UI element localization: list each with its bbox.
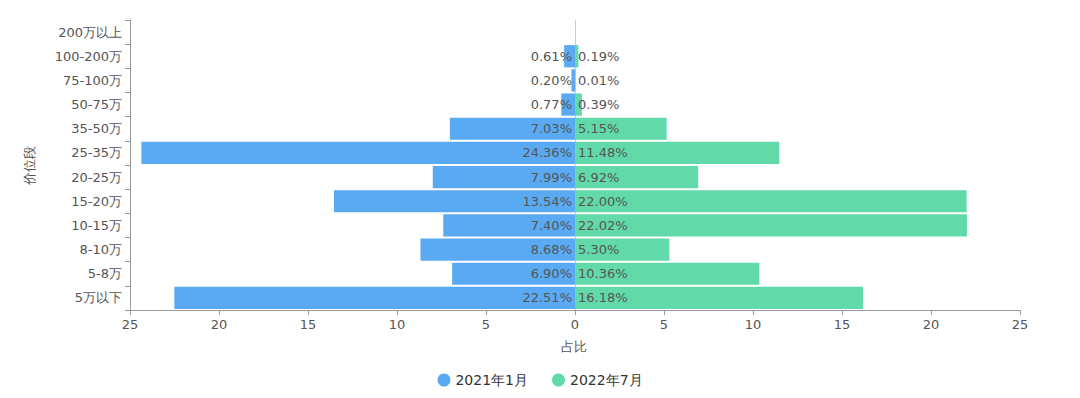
svg-text:100-200万: 100-200万 xyxy=(55,49,122,64)
svg-text:0: 0 xyxy=(571,317,579,332)
svg-text:50-75万: 50-75万 xyxy=(71,97,122,112)
svg-text:15: 15 xyxy=(834,317,851,332)
svg-text:8-10万: 8-10万 xyxy=(79,242,122,257)
svg-text:10.36%: 10.36% xyxy=(578,266,628,281)
svg-text:6.92%: 6.92% xyxy=(578,170,619,185)
svg-text:0.39%: 0.39% xyxy=(578,97,619,112)
svg-text:22.02%: 22.02% xyxy=(578,218,628,233)
svg-text:7.99%: 7.99% xyxy=(531,170,572,185)
svg-text:5.15%: 5.15% xyxy=(578,121,619,136)
svg-text:5: 5 xyxy=(660,317,668,332)
svg-text:2022年7月: 2022年7月 xyxy=(570,372,643,388)
svg-text:200万以上: 200万以上 xyxy=(58,25,122,40)
svg-text:24.36%: 24.36% xyxy=(522,145,572,160)
svg-text:2021年1月: 2021年1月 xyxy=(455,372,528,388)
svg-text:10: 10 xyxy=(745,317,762,332)
svg-text:75-100万: 75-100万 xyxy=(63,73,122,88)
svg-text:10: 10 xyxy=(389,317,406,332)
svg-text:5: 5 xyxy=(482,317,490,332)
svg-text:0.01%: 0.01% xyxy=(578,73,619,88)
svg-text:7.03%: 7.03% xyxy=(531,121,572,136)
svg-text:占比: 占比 xyxy=(561,339,587,354)
svg-text:8.68%: 8.68% xyxy=(531,242,572,257)
svg-text:20-25万: 20-25万 xyxy=(71,170,122,185)
svg-text:0.20%: 0.20% xyxy=(531,73,572,88)
svg-text:13.54%: 13.54% xyxy=(522,194,572,209)
svg-text:5-8万: 5-8万 xyxy=(88,266,122,281)
svg-text:11.48%: 11.48% xyxy=(578,145,628,160)
svg-text:6.90%: 6.90% xyxy=(531,266,572,281)
svg-text:0.19%: 0.19% xyxy=(578,49,619,64)
svg-text:20: 20 xyxy=(211,317,228,332)
svg-text:15: 15 xyxy=(300,317,317,332)
svg-text:20: 20 xyxy=(923,317,940,332)
svg-text:0.61%: 0.61% xyxy=(531,49,572,64)
svg-text:7.40%: 7.40% xyxy=(531,218,572,233)
svg-text:25: 25 xyxy=(122,317,139,332)
svg-text:15-20万: 15-20万 xyxy=(71,194,122,209)
svg-text:22.00%: 22.00% xyxy=(578,194,628,209)
svg-text:5.30%: 5.30% xyxy=(578,242,619,257)
svg-text:10-15万: 10-15万 xyxy=(71,218,122,233)
svg-text:0.77%: 0.77% xyxy=(531,97,572,112)
svg-text:25: 25 xyxy=(1012,317,1029,332)
svg-text:5万以下: 5万以下 xyxy=(75,290,122,305)
svg-text:16.18%: 16.18% xyxy=(578,290,628,305)
svg-text:价位段: 价位段 xyxy=(22,146,37,186)
svg-text:25-35万: 25-35万 xyxy=(71,145,122,160)
svg-text:22.51%: 22.51% xyxy=(522,290,572,305)
svg-text:35-50万: 35-50万 xyxy=(71,121,122,136)
